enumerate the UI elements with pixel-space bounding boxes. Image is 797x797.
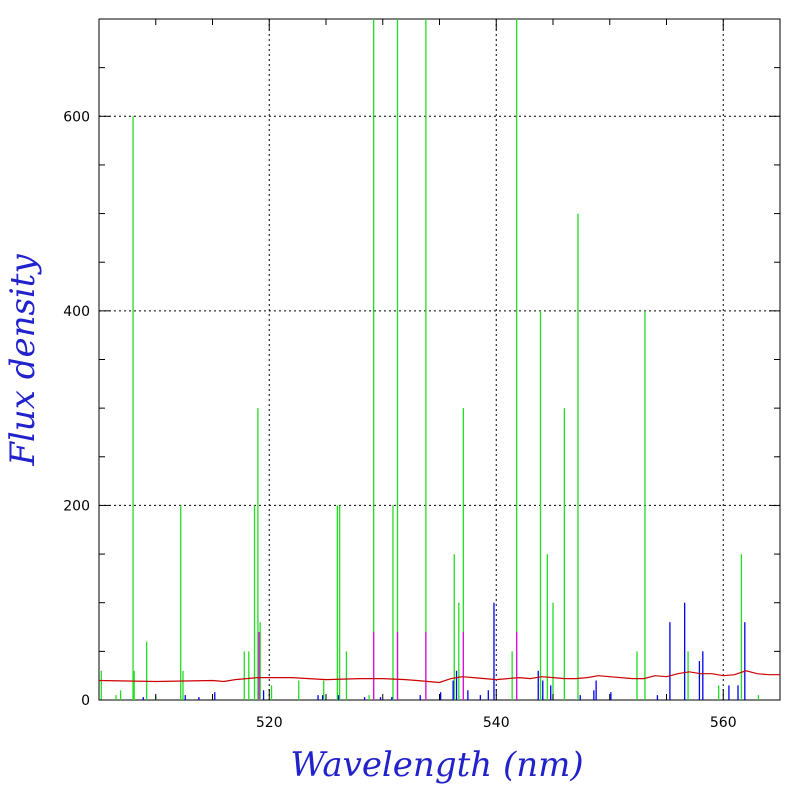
grid bbox=[99, 19, 780, 700]
y-tick-label: 200 bbox=[63, 498, 90, 514]
tick-labels: 520 540 560 0 200 400 600 bbox=[63, 109, 736, 731]
series-1 bbox=[258, 631, 518, 700]
y-tick-label: 400 bbox=[63, 304, 90, 320]
y-tick-label: 0 bbox=[81, 693, 90, 709]
x-axis-title: Wavelength (nm) bbox=[290, 745, 583, 785]
x-tick-label: 560 bbox=[710, 715, 737, 731]
plot-frame bbox=[98, 18, 781, 701]
x-tick-label: 520 bbox=[256, 715, 283, 731]
frame-ticks bbox=[98, 18, 781, 701]
y-axis-title: Flux density bbox=[3, 254, 43, 467]
continuum-line bbox=[98, 670, 780, 684]
plot-area bbox=[98, 18, 781, 701]
series-3 bbox=[98, 670, 780, 684]
series-2 bbox=[142, 602, 746, 700]
series-layer bbox=[98, 19, 780, 700]
x-tick-label: 540 bbox=[483, 715, 510, 731]
series-0 bbox=[100, 19, 760, 700]
y-tick-label: 600 bbox=[63, 109, 90, 125]
